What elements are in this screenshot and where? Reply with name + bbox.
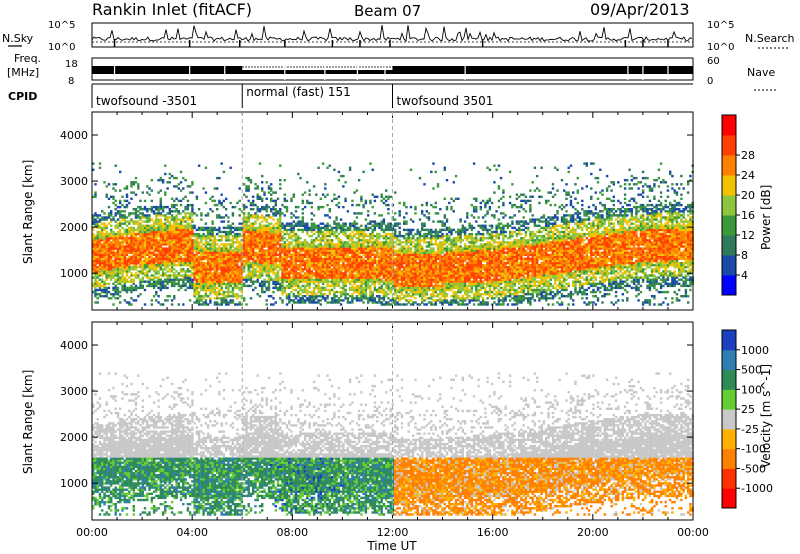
colorbar-tick-label: -1000 — [741, 482, 773, 495]
noise-right-tick-high: 10^5 — [707, 20, 734, 31]
colorbar-tick-label: 100 — [741, 383, 762, 396]
noise-right-tick-low: 10^0 — [707, 42, 734, 53]
velocity-x-ticks — [91, 322, 694, 520]
colorbar-swatch — [722, 369, 736, 390]
x-axis-label: Time UT — [366, 539, 417, 553]
velocity-y-axis-label: Slant Range [km] — [21, 370, 35, 474]
colorbar-tick-label: 28 — [741, 149, 755, 162]
y-tick-label: 1000 — [60, 267, 88, 280]
velocity-y-ticks: 1000 2000 3000 4000 — [60, 339, 693, 490]
x-tick-labels: 00:00 04:00 08:00 12:00 16:00 20:00 00:00 — [76, 526, 709, 539]
colorbar-swatch — [722, 448, 736, 469]
date-label: 09/Apr/2013 — [590, 0, 690, 19]
colorbar-swatch — [722, 235, 736, 256]
nave-tick-high: 60 — [707, 56, 720, 67]
cpid-segment-label: normal (fast) 151 — [246, 85, 350, 99]
nave-tick-low: 0 — [707, 76, 713, 87]
colorbar-swatch — [722, 175, 736, 196]
colorbar-tick-label: 25 — [741, 403, 755, 416]
x-tick-label: 12:00 — [377, 526, 409, 539]
colorbar-tick-label: 500 — [741, 364, 762, 377]
x-tick-label: 20:00 — [577, 526, 609, 539]
noise-panel-frame — [91, 22, 694, 48]
colorbar-swatch — [722, 155, 736, 176]
y-tick-label: 3000 — [60, 385, 88, 398]
colorbar-swatch — [722, 195, 736, 216]
plot-title: Rankin Inlet (fitACF) — [92, 0, 252, 19]
frequency-gaps — [113, 65, 669, 80]
freq-label: Freq. — [14, 52, 41, 65]
colorbar-frame — [721, 329, 737, 509]
y-tick-label: 3000 — [60, 175, 88, 188]
x-tick-label: 00:00 — [677, 526, 709, 539]
colorbar-tick-label: 1000 — [741, 344, 769, 357]
x-tick-label: 16:00 — [477, 526, 509, 539]
velocity-heatmap — [92, 372, 694, 516]
colorbar-swatch — [722, 488, 736, 509]
colorbar-swatch — [722, 409, 736, 430]
x-tick-label: 04:00 — [176, 526, 208, 539]
x-tick-label: 08:00 — [276, 526, 308, 539]
noise-trace — [91, 25, 693, 47]
power-x-ticks — [91, 112, 694, 310]
colorbar-swatch — [722, 135, 736, 156]
colorbar-tick-label: 8 — [741, 249, 748, 262]
noise-right-label: N.Search — [745, 32, 795, 45]
power-y-ticks: 1000 2000 3000 4000 — [60, 129, 693, 280]
noise-left-tick-high: 10^5 — [48, 20, 75, 31]
colorbar-tick-label: 12 — [741, 229, 755, 242]
colorbar-tick-label: 16 — [741, 209, 755, 222]
colorbar-tick-label: 4 — [741, 269, 748, 282]
cpid-label: CPID — [8, 90, 37, 103]
nave-label: Nave — [747, 66, 775, 79]
colorbar-tick-label: -500 — [741, 462, 766, 475]
noise-panel: N.Sky 10^5 10^0 10^5 10^0 N.Search — [2, 20, 795, 53]
power-heatmap — [92, 162, 694, 306]
colorbar-tick-label: -100 — [741, 443, 766, 456]
freq-unit: [MHz] — [7, 66, 39, 79]
colorbar-swatch — [722, 349, 736, 371]
cpid-segment-label: twofsound -3501 — [96, 94, 197, 108]
y-tick-label: 2000 — [60, 221, 88, 234]
colorbar-swatch — [722, 330, 736, 351]
frequency-panel: Freq. [MHz] 18 8 60 0 Nave — [7, 52, 776, 91]
velocity-colorbar-label: Velocity [m s^-1] — [759, 364, 773, 468]
y-tick-label: 4000 — [60, 129, 88, 142]
power-colorbar-label: Power [dB] — [759, 185, 773, 250]
noise-left-label: N.Sky — [2, 32, 34, 45]
y-tick-label: 2000 — [60, 431, 88, 444]
colorbar-swatch — [722, 468, 736, 489]
noise-left-tick-low: 10^0 — [48, 42, 75, 53]
y-tick-label: 4000 — [60, 339, 88, 352]
y-tick-label: 1000 — [60, 477, 88, 490]
cpid-segment-label: twofsound 3501 — [397, 94, 494, 108]
velocity-colorbar: -1000 -500 -100 -25 25 100 500 1000 — [721, 329, 773, 509]
beam-label: Beam 07 — [354, 2, 421, 20]
colorbar-swatch — [722, 215, 736, 236]
colorbar-frame — [721, 114, 737, 296]
colorbar-swatch — [722, 275, 736, 296]
x-tick-label: 00:00 — [76, 526, 108, 539]
colorbar-tick-label: -25 — [741, 423, 759, 436]
colorbar-tick-label: 20 — [741, 189, 755, 202]
power-panel: 1000 2000 3000 4000 Slant Range [km] 4 8 12 16… — [21, 111, 773, 311]
colorbar-swatch — [722, 115, 736, 136]
colorbar-swatch — [722, 389, 736, 410]
freq-tick-high: 18 — [65, 59, 78, 70]
colorbar-swatch — [722, 255, 736, 276]
power-colorbar: 4 8 12 16 20 24 28 — [721, 114, 755, 296]
noise-sky-line — [91, 25, 693, 42]
colorbar-swatch — [722, 428, 736, 450]
freq-tick-low: 8 — [68, 76, 74, 87]
power-y-axis-label: Slant Range [km] — [21, 160, 35, 264]
cpid-segments: twofsound -3501 normal (fast) 151 twofsoun… — [91, 83, 693, 108]
colorbar-tick-label: 24 — [741, 169, 755, 182]
